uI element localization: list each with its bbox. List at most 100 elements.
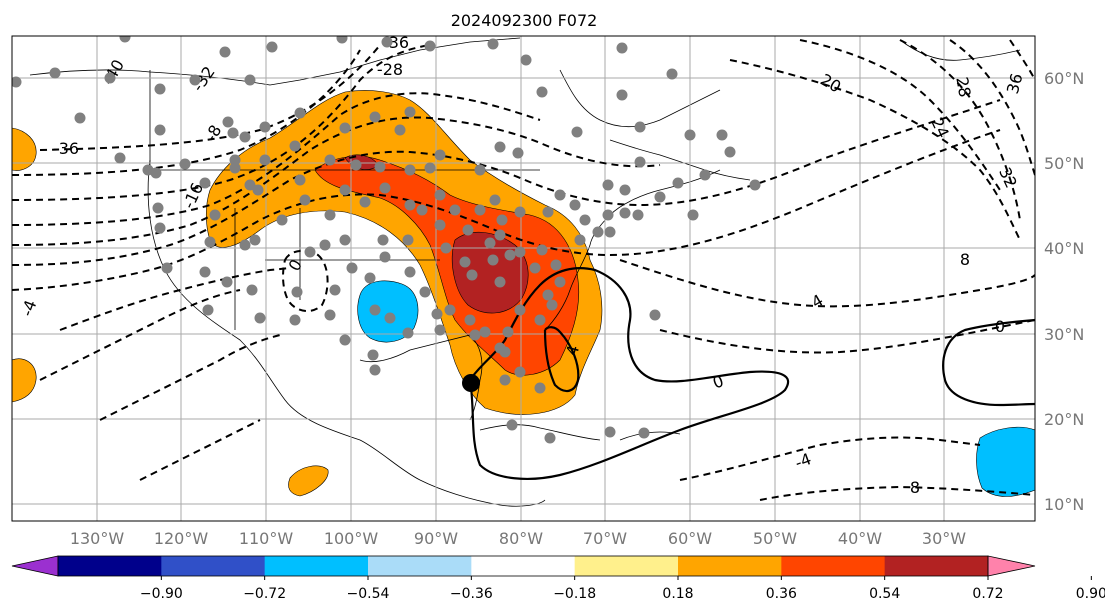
station-dot xyxy=(364,272,376,284)
lon-tick-label: 60°W xyxy=(668,529,712,548)
station-dot xyxy=(336,36,348,44)
station-dot xyxy=(440,242,452,254)
station-dot xyxy=(489,194,501,206)
station-dot xyxy=(459,256,471,268)
contour-label: 4 xyxy=(562,343,583,358)
station-dot xyxy=(487,254,499,266)
station-dot xyxy=(189,74,201,86)
station-dot xyxy=(369,111,381,123)
contour-label: -36 xyxy=(53,139,79,158)
colorbar-segment xyxy=(471,556,576,576)
station-dot xyxy=(294,107,306,119)
station-dot xyxy=(634,156,646,168)
station-dot xyxy=(602,209,614,221)
station-dot xyxy=(574,234,586,246)
station-dot xyxy=(520,54,532,66)
station-dot xyxy=(506,419,518,431)
colorbar-tick-label: −0.54 xyxy=(347,586,390,602)
lat-tick-label: 40°N xyxy=(1044,239,1084,258)
station-dot xyxy=(377,234,389,246)
station-dot xyxy=(514,206,526,218)
station-dot xyxy=(569,199,581,211)
station-dot xyxy=(369,304,381,316)
station-dot xyxy=(724,146,736,158)
station-dot xyxy=(339,234,351,246)
station-dot xyxy=(150,167,162,179)
station-dot xyxy=(464,314,476,326)
station-dot xyxy=(227,127,239,139)
station-dot xyxy=(202,304,214,316)
colorbar-segment xyxy=(58,556,162,576)
station-dot xyxy=(266,41,278,53)
station-dot xyxy=(209,209,221,221)
colorbar-tick-label: 0.54 xyxy=(869,586,900,602)
station-dot xyxy=(474,204,486,216)
station-dot xyxy=(546,299,558,311)
station-dot xyxy=(554,276,566,288)
storm-center-marker xyxy=(462,374,480,392)
station-dot xyxy=(154,222,166,234)
lat-tick-label: 50°N xyxy=(1044,154,1084,173)
station-dot xyxy=(434,189,446,201)
station-dot xyxy=(221,276,233,288)
station-dot xyxy=(466,269,478,281)
contour-label: -4 xyxy=(792,449,813,472)
station-dot xyxy=(276,214,288,226)
station-dot xyxy=(424,40,436,52)
station-dot xyxy=(619,184,631,196)
station-dot xyxy=(339,334,351,346)
lat-tick-label: 30°N xyxy=(1044,325,1084,344)
station-dot xyxy=(634,121,646,133)
station-dot xyxy=(602,179,614,191)
station-dot xyxy=(254,312,266,324)
station-dot xyxy=(394,124,406,136)
station-dot xyxy=(350,159,362,171)
colorbar-extend-right xyxy=(987,555,1036,577)
lon-tick-label: 110°W xyxy=(239,529,294,548)
contour-label: 0 xyxy=(995,317,1005,336)
map-frame xyxy=(11,35,1036,522)
station-dot xyxy=(654,191,666,203)
lon-tick-label: 30°W xyxy=(922,529,966,548)
colorbar-segment xyxy=(678,556,782,576)
station-dot xyxy=(502,326,514,338)
colorbar-segment xyxy=(161,556,266,576)
station-dot xyxy=(339,184,351,196)
station-dot xyxy=(229,162,241,174)
station-dot xyxy=(484,237,496,249)
station-dot xyxy=(479,326,491,338)
station-dot xyxy=(534,382,546,394)
station-dot xyxy=(346,262,358,274)
station-dot xyxy=(229,154,241,166)
colorbar-tick-label: 0.36 xyxy=(766,586,797,602)
station-dot xyxy=(154,83,166,95)
station-dot xyxy=(404,266,416,278)
station-dot xyxy=(152,202,164,214)
station-dot xyxy=(319,239,331,251)
station-dot xyxy=(259,121,271,133)
station-dot xyxy=(434,219,446,231)
blue-region-atlantic xyxy=(976,426,1035,497)
station-dot xyxy=(550,259,562,271)
station-dot xyxy=(579,214,591,226)
station-dot xyxy=(402,234,414,246)
station-dot xyxy=(154,124,166,136)
station-dot xyxy=(179,158,191,170)
orange-region-southwest xyxy=(12,358,37,403)
station-dot xyxy=(222,116,234,128)
lat-tick-label: 20°N xyxy=(1044,410,1084,429)
station-dot xyxy=(434,149,446,161)
station-dot xyxy=(487,38,499,50)
station-dot xyxy=(571,126,583,138)
contour-label: 36 xyxy=(1003,71,1027,96)
station-dot xyxy=(246,284,258,296)
station-dot xyxy=(299,194,311,206)
contour-label: 8 xyxy=(910,478,920,497)
station-dot xyxy=(619,207,631,219)
orange-region-east-pacific xyxy=(288,465,329,497)
station-dot xyxy=(404,199,416,211)
contour-label: -28 xyxy=(377,60,403,79)
station-dot xyxy=(252,184,264,196)
station-dot xyxy=(434,324,446,336)
station-dot xyxy=(244,74,256,86)
